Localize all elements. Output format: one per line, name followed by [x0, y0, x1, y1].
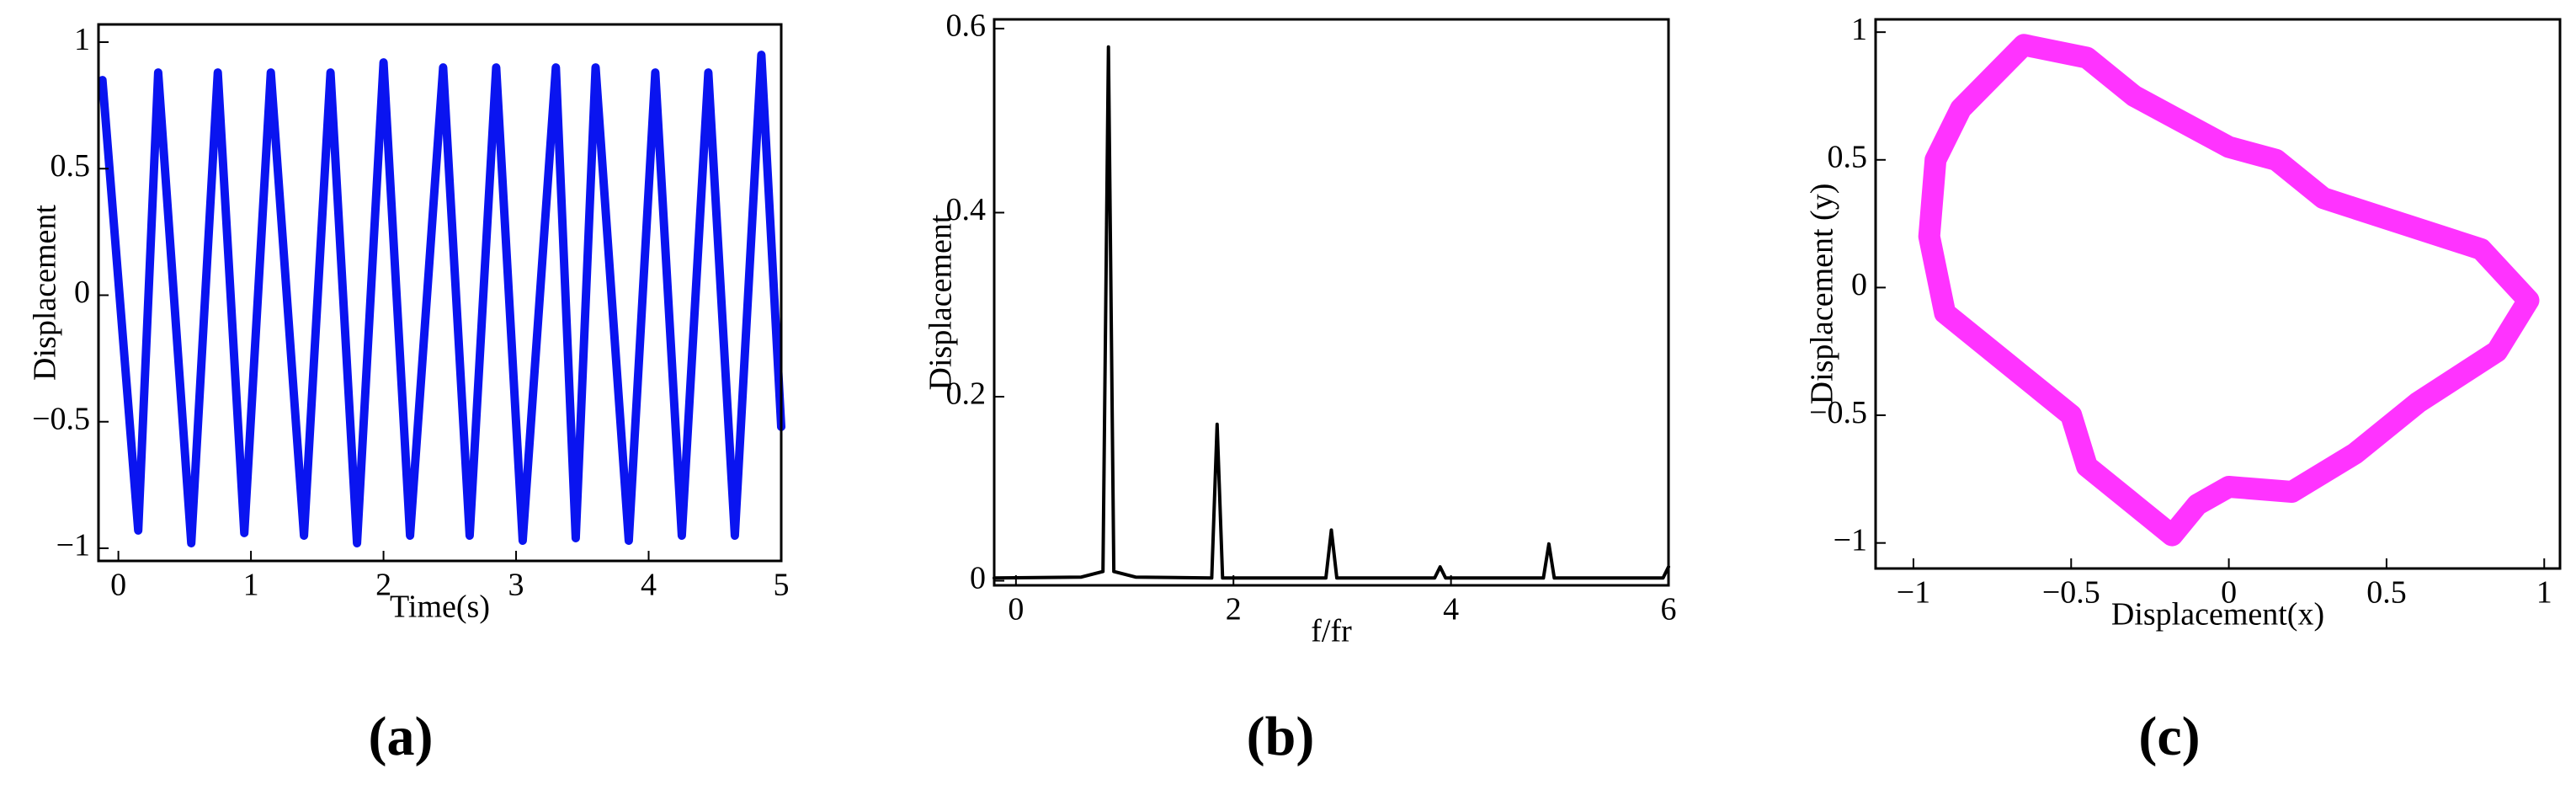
x-tick-label: 2	[1226, 592, 1242, 627]
x-tick-label: 0	[110, 568, 126, 603]
x-tick-label: 4	[1443, 592, 1459, 627]
x-axis-label: Time(s)	[390, 590, 490, 625]
x-tick-label: 1	[243, 568, 259, 603]
data-line	[1918, 34, 2540, 547]
x-axis-label: f/fr	[1311, 614, 1352, 649]
y-tick-label: 0.6	[946, 8, 987, 44]
y-tick-label: 0	[74, 275, 90, 310]
x-tick-label: 3	[508, 568, 524, 603]
panel-caption: (a)	[369, 706, 434, 767]
x-tick-label: 2	[375, 568, 391, 603]
y-tick-label: 0.5	[51, 148, 91, 184]
x-tick-label: −0.5	[2042, 575, 2100, 611]
y-tick-label: 0	[970, 560, 986, 595]
x-tick-label: 1	[2536, 575, 2552, 611]
data-line	[98, 51, 785, 547]
data-line	[993, 45, 1670, 580]
y-tick-label: 1	[1851, 12, 1867, 47]
axes-frame	[993, 18, 1670, 587]
y-axis-label: Displacement (y)	[1805, 184, 1840, 405]
y-tick-label: 0	[1851, 267, 1867, 302]
y-axis-label: Displacement	[28, 205, 63, 381]
y-axis-label: Displacement	[923, 214, 959, 390]
y-tick-label: −0.5	[32, 401, 90, 436]
y-tick-label: −1	[56, 528, 90, 563]
panel-caption: (b)	[1247, 706, 1315, 767]
axes-frame	[1874, 18, 2562, 570]
x-tick-label: 6	[1661, 592, 1677, 627]
x-tick-label: 4	[641, 568, 657, 603]
x-tick-label: −1	[1897, 575, 1930, 611]
y-tick-label: −1	[1834, 522, 1867, 558]
y-tick-label: −0.5	[1809, 395, 1867, 430]
y-tick-label: 0.4	[946, 192, 987, 227]
x-tick-label: 0	[1008, 592, 1024, 627]
y-tick-label: 1	[74, 22, 90, 57]
y-tick-label: 0.5	[1828, 140, 1868, 175]
x-tick-label: 0	[2221, 575, 2237, 611]
axes-frame	[97, 23, 783, 563]
x-tick-label: 0.5	[2366, 575, 2407, 611]
x-tick-label: 5	[774, 568, 790, 603]
x-axis-label: Displacement(x)	[2111, 597, 2324, 633]
panel-caption: (c)	[2138, 706, 2200, 767]
y-tick-label: 0.2	[946, 376, 987, 412]
